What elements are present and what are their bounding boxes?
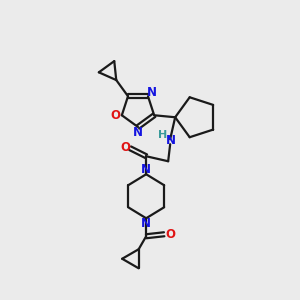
Text: N: N: [133, 125, 143, 139]
Text: O: O: [120, 141, 130, 154]
Text: O: O: [165, 228, 175, 241]
Text: N: N: [141, 163, 151, 176]
Text: N: N: [141, 217, 151, 230]
Text: N: N: [166, 134, 176, 147]
Text: H: H: [158, 130, 167, 140]
Text: N: N: [147, 86, 157, 99]
Text: O: O: [111, 109, 121, 122]
